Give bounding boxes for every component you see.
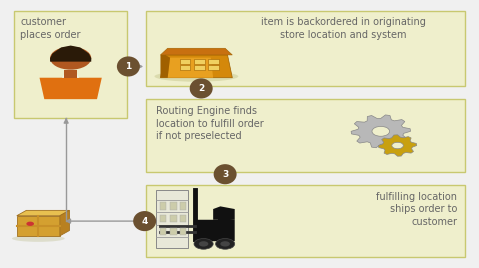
Bar	[160, 228, 166, 235]
Text: 2: 2	[198, 84, 205, 93]
Polygon shape	[62, 68, 79, 78]
Polygon shape	[378, 135, 417, 156]
Circle shape	[220, 241, 230, 247]
FancyBboxPatch shape	[146, 185, 465, 257]
Bar	[180, 228, 186, 235]
Bar	[180, 65, 190, 70]
FancyBboxPatch shape	[146, 11, 465, 86]
Bar	[160, 215, 166, 222]
Bar	[64, 70, 77, 78]
Polygon shape	[160, 55, 232, 78]
Ellipse shape	[214, 164, 237, 184]
Text: fulfilling location
ships order to
customer: fulfilling location ships order to custo…	[376, 192, 457, 227]
Circle shape	[392, 142, 403, 149]
Bar	[180, 202, 186, 210]
Text: 4: 4	[141, 217, 148, 226]
Circle shape	[50, 47, 91, 70]
Ellipse shape	[154, 71, 238, 82]
Circle shape	[199, 241, 208, 247]
Text: customer
places order: customer places order	[20, 17, 80, 40]
Bar	[170, 215, 177, 222]
Bar	[170, 228, 177, 235]
Polygon shape	[160, 55, 170, 78]
Circle shape	[216, 239, 235, 249]
Polygon shape	[168, 58, 213, 78]
Polygon shape	[351, 115, 411, 148]
Bar	[194, 59, 205, 64]
FancyBboxPatch shape	[156, 190, 188, 248]
Circle shape	[372, 126, 389, 136]
Polygon shape	[50, 46, 91, 62]
Text: 1: 1	[125, 62, 132, 71]
Polygon shape	[39, 78, 102, 99]
Ellipse shape	[12, 235, 65, 242]
Bar	[208, 59, 219, 64]
FancyBboxPatch shape	[146, 99, 465, 172]
Text: Routing Engine finds
location to fulfill order
if not preselected: Routing Engine finds location to fulfill…	[156, 106, 263, 142]
Polygon shape	[17, 216, 60, 236]
Bar	[180, 59, 190, 64]
Polygon shape	[17, 210, 69, 216]
Polygon shape	[194, 217, 235, 241]
Ellipse shape	[117, 57, 140, 77]
Bar	[180, 215, 186, 222]
Polygon shape	[60, 210, 69, 236]
Bar	[160, 202, 166, 210]
Circle shape	[194, 239, 213, 249]
FancyBboxPatch shape	[14, 11, 127, 118]
Bar	[208, 65, 219, 70]
Text: 3: 3	[222, 170, 228, 179]
Polygon shape	[213, 206, 235, 220]
Bar	[170, 202, 177, 210]
Ellipse shape	[133, 211, 156, 231]
Circle shape	[26, 222, 34, 226]
Bar	[194, 65, 205, 70]
Ellipse shape	[190, 78, 213, 99]
Text: item is backordered in originating
store location and system: item is backordered in originating store…	[261, 17, 426, 40]
Polygon shape	[160, 48, 232, 55]
